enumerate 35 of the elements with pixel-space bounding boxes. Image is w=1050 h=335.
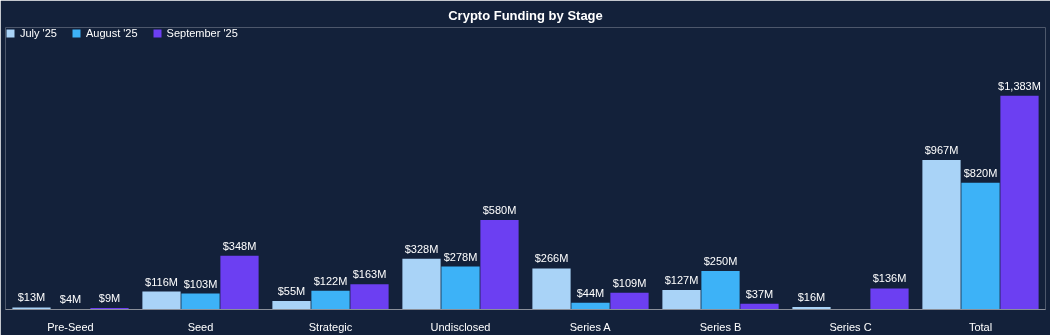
data-label: $1,383M (998, 79, 1041, 92)
legend-label: July '25 (20, 27, 57, 39)
data-label: $820M (963, 166, 998, 179)
legend-label: August '25 (85, 27, 138, 39)
data-label: $37M (745, 287, 774, 300)
data-label: $109M (612, 276, 647, 289)
x-tick-label: Series B (699, 320, 742, 333)
x-tick-label: Series A (569, 320, 612, 333)
data-label: $103M (183, 277, 218, 290)
data-label: $4M (59, 292, 82, 305)
x-tick-label: Strategic (308, 320, 353, 333)
x-tick-label: Total (968, 320, 993, 333)
data-label: $122M (313, 274, 348, 287)
data-label: $44M (576, 286, 605, 299)
data-label: $580M (482, 203, 517, 216)
data-label: $328M (404, 242, 439, 255)
data-label: $13M (17, 291, 46, 304)
x-tick-label: Undisclosed (430, 320, 491, 333)
legend-label: September '25 (166, 27, 238, 39)
data-label: $55M (277, 285, 306, 297)
data-label: $116M (145, 275, 178, 288)
x-tick-label: Seed (187, 320, 214, 333)
chart-title: Crypto Funding by Stage (448, 7, 603, 23)
data-label: $278M (443, 250, 478, 263)
data-label: $163M (352, 268, 387, 281)
data-label: $127M (664, 273, 699, 286)
data-label: $266M (534, 252, 569, 265)
x-tick-label: Series C (829, 320, 872, 333)
data-label: $348M (222, 239, 257, 252)
data-label: $250M (703, 254, 738, 267)
x-tick-label: Pre-Seed (47, 320, 94, 333)
data-label: $16M (797, 291, 826, 304)
data-label: $136M (872, 272, 907, 285)
data-label: $9M (98, 292, 121, 305)
data-label: $967M (924, 144, 959, 157)
